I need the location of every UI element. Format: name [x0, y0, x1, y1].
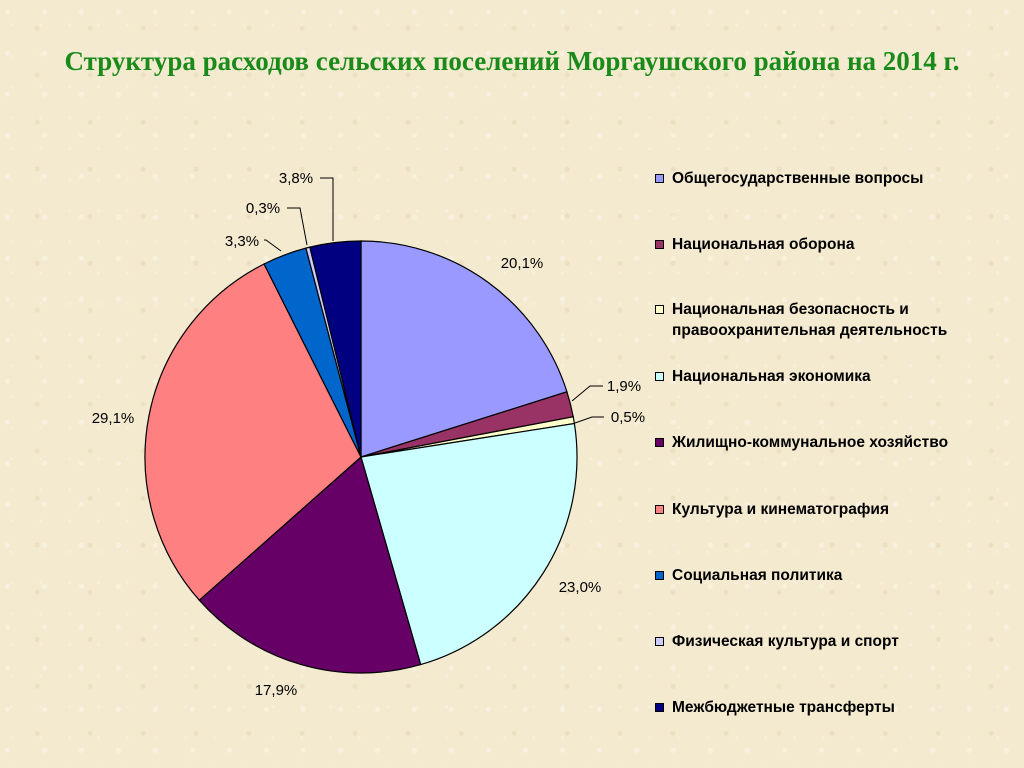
- legend-swatch: [655, 637, 664, 646]
- legend-swatch: [655, 438, 664, 447]
- pie-slice-6: [144, 263, 362, 602]
- legend-swatch: [655, 174, 664, 183]
- leader-line-2: [571, 385, 603, 402]
- data-label-9: 3,8%: [279, 170, 313, 187]
- legend-label: Национальная оборона: [672, 236, 855, 253]
- legend-label: Физическая культура и спорт: [672, 633, 899, 650]
- legend-swatch: [655, 703, 664, 712]
- data-labels: 20,1% 1,9% 0,5% 23,0% 17,9% 29,1% 3,3% 0,3% 3,8%: [92, 170, 645, 699]
- legend-swatch: [655, 372, 664, 381]
- data-label-6: 29,1%: [92, 410, 135, 427]
- data-label-8: 0,3%: [246, 200, 280, 217]
- legend-label: Социальная политика: [672, 567, 843, 584]
- chart-title: Структура расходов сельских поселений Мо…: [64, 46, 960, 76]
- data-label-3: 0,5%: [611, 409, 645, 426]
- legend-label: Общегосударственные вопросы: [672, 170, 924, 187]
- pie-slice-4: [360, 422, 578, 666]
- legend-swatch: [655, 571, 664, 580]
- legend-label: Жилищно-коммунальное хозяйство: [672, 434, 949, 451]
- leader-line-3: [574, 416, 604, 424]
- leader-lines: [264, 177, 604, 424]
- pie-slice-5: [198, 455, 422, 674]
- leader-line-9: [320, 177, 334, 241]
- leader-line-8: [287, 207, 308, 246]
- pie-slices: [144, 240, 578, 674]
- pie-slice-1: [360, 240, 568, 458]
- legend-label: Национальная экономика: [672, 368, 871, 385]
- leader-line-7: [264, 239, 282, 252]
- data-label-2: 1,9%: [607, 378, 641, 395]
- data-label-7: 3,3%: [225, 233, 259, 250]
- legend-swatch: [655, 305, 664, 314]
- data-label-1: 20,1%: [501, 255, 544, 272]
- legend-label: Культура и кинематография: [672, 501, 889, 518]
- data-label-4: 23,0%: [559, 579, 602, 596]
- legend-label: Национальная безопасность и правоохранит…: [672, 301, 948, 339]
- legend-swatch: [655, 505, 664, 514]
- data-label-5: 17,9%: [255, 682, 298, 699]
- legend-swatch: [655, 240, 664, 249]
- legend-label: Межбюджетные трансферты: [672, 699, 895, 716]
- pie-slice-9: [309, 240, 362, 458]
